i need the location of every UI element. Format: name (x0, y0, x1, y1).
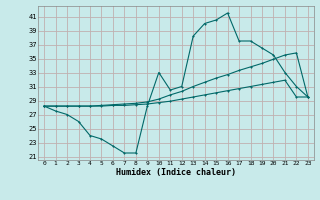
X-axis label: Humidex (Indice chaleur): Humidex (Indice chaleur) (116, 168, 236, 177)
